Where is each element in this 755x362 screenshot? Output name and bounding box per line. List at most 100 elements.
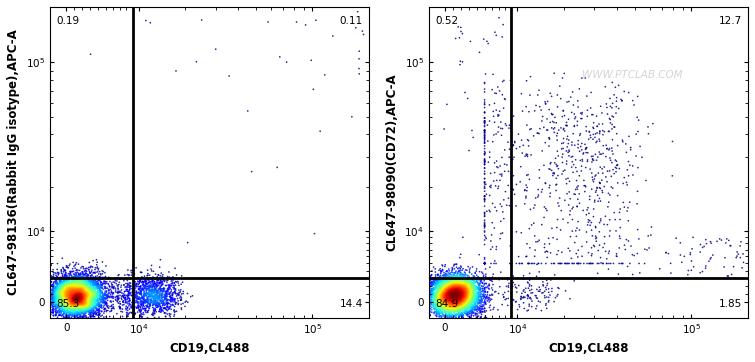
Point: [85, 287, 97, 293]
Point: [448, 296, 461, 302]
Point: [437, 302, 449, 308]
Point: [455, 290, 467, 296]
Point: [81, 290, 93, 296]
Point: [476, 277, 488, 283]
Point: [68, 306, 80, 312]
Point: [440, 281, 452, 286]
Point: [447, 281, 459, 286]
Point: [523, 282, 535, 287]
Point: [69, 282, 82, 288]
Point: [76, 280, 88, 286]
Point: [121, 285, 133, 290]
Point: [440, 285, 452, 290]
Point: [76, 275, 88, 281]
Point: [69, 278, 81, 284]
Point: [58, 299, 70, 304]
Point: [447, 299, 459, 305]
Point: [439, 294, 451, 300]
Point: [453, 286, 465, 292]
Point: [60, 305, 72, 311]
Point: [102, 281, 114, 286]
Point: [550, 120, 562, 126]
Point: [476, 312, 488, 317]
Point: [449, 277, 461, 283]
Point: [436, 305, 448, 311]
Point: [132, 301, 144, 307]
Point: [82, 290, 94, 296]
Point: [151, 290, 163, 296]
Point: [63, 303, 75, 309]
Point: [455, 283, 467, 289]
Point: [567, 153, 579, 159]
Point: [69, 298, 82, 304]
Point: [456, 267, 468, 273]
Point: [459, 277, 471, 283]
Point: [69, 298, 81, 303]
Point: [60, 308, 72, 314]
Point: [51, 276, 63, 282]
Point: [130, 285, 142, 291]
Point: [596, 170, 609, 176]
Point: [443, 282, 455, 288]
Point: [66, 292, 79, 298]
Point: [57, 303, 69, 309]
Point: [460, 294, 472, 300]
Point: [573, 200, 585, 206]
Point: [62, 304, 74, 310]
Point: [521, 253, 533, 259]
Point: [452, 313, 464, 319]
Point: [458, 281, 470, 286]
Point: [73, 300, 85, 306]
Point: [72, 296, 85, 302]
Point: [58, 305, 70, 311]
Point: [479, 179, 491, 185]
Point: [451, 299, 464, 305]
Point: [71, 291, 83, 297]
Point: [470, 294, 482, 300]
Point: [643, 131, 655, 137]
Point: [80, 289, 92, 295]
Point: [60, 299, 72, 305]
Point: [55, 294, 67, 300]
Point: [88, 301, 100, 307]
Point: [504, 146, 516, 152]
Point: [453, 295, 465, 301]
Point: [525, 304, 538, 310]
Point: [148, 289, 160, 295]
Point: [57, 295, 69, 301]
Point: [448, 292, 460, 298]
Point: [65, 288, 77, 294]
Point: [153, 304, 165, 310]
Point: [73, 291, 85, 297]
Point: [84, 300, 96, 306]
Point: [462, 298, 474, 304]
Point: [479, 261, 491, 266]
Point: [75, 295, 87, 300]
Point: [82, 302, 94, 307]
Point: [449, 281, 461, 286]
Point: [76, 295, 88, 301]
Point: [452, 24, 464, 30]
Point: [473, 297, 485, 303]
Point: [73, 280, 85, 286]
Point: [602, 199, 615, 205]
Point: [79, 290, 91, 296]
Point: [61, 285, 73, 290]
Point: [450, 292, 462, 298]
Point: [479, 130, 491, 135]
Point: [599, 234, 611, 240]
Point: [62, 275, 74, 281]
Point: [87, 292, 99, 298]
Point: [455, 305, 467, 311]
Point: [551, 225, 563, 231]
Point: [66, 288, 79, 294]
Point: [455, 279, 467, 285]
Point: [429, 296, 441, 302]
Point: [46, 289, 58, 295]
Point: [150, 302, 162, 308]
Point: [600, 261, 612, 266]
Point: [63, 302, 75, 307]
Point: [474, 300, 486, 306]
Point: [131, 290, 143, 295]
Point: [120, 288, 132, 294]
